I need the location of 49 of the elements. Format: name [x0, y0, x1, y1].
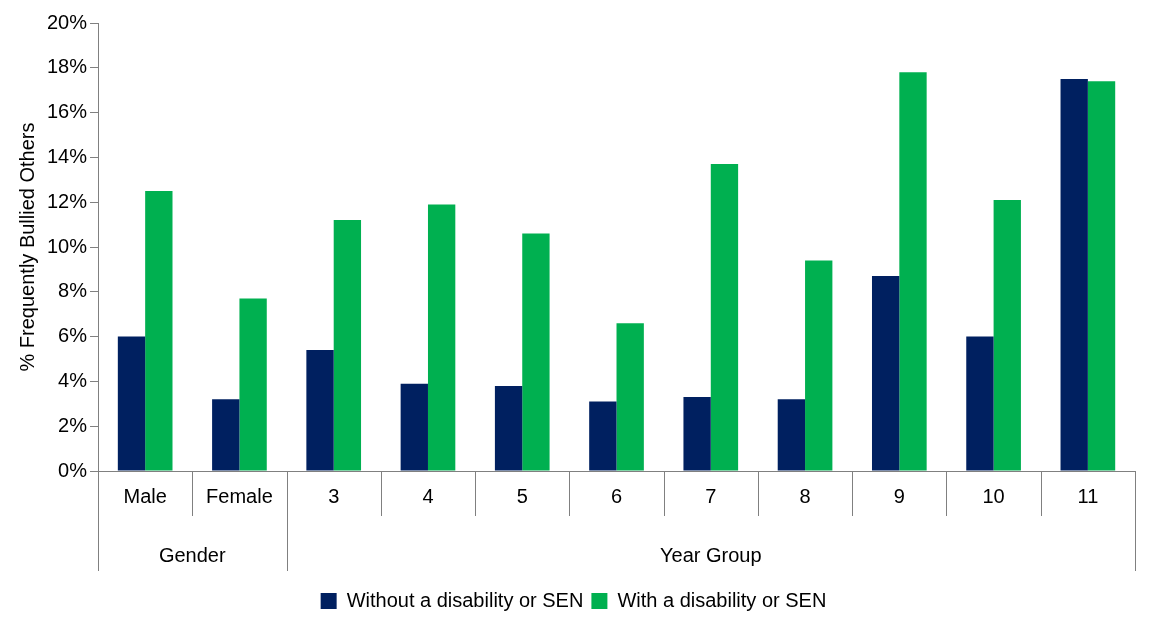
x-tick-label: 6	[610, 484, 623, 507]
bar	[239, 298, 267, 471]
bar	[993, 199, 1021, 471]
bar	[522, 233, 550, 471]
bar	[400, 383, 428, 471]
bar	[117, 336, 146, 471]
x-tick-label: 8	[799, 484, 811, 507]
y-tick-label: 8%	[58, 279, 88, 302]
text: Gender	[158, 543, 226, 566]
x-tick-label: Male	[123, 484, 167, 507]
bar	[683, 397, 711, 471]
y-tick-label: 6%	[58, 324, 88, 347]
bar	[306, 350, 334, 471]
bar	[212, 399, 240, 471]
legend-label: With a disability or SEN	[617, 588, 827, 611]
bar	[333, 220, 362, 471]
x-tick-label: 10	[982, 484, 1005, 507]
bar	[427, 204, 456, 471]
bar	[1060, 79, 1088, 471]
bar	[899, 72, 927, 471]
bar	[494, 385, 523, 471]
x-tick-label: 4	[422, 484, 434, 507]
bar	[777, 399, 806, 471]
y-tick-label: 0%	[58, 458, 88, 481]
y-tick-label: 4%	[58, 368, 88, 391]
x-tick-label: 5	[516, 484, 528, 507]
x-tick-label: 3	[328, 484, 340, 507]
y-tick-label: 10%	[47, 234, 88, 257]
bar	[710, 164, 739, 471]
bar	[589, 401, 617, 471]
y-tick-label: 18%	[47, 55, 88, 78]
bar	[966, 336, 994, 471]
bar	[616, 323, 644, 471]
bar	[1087, 81, 1116, 471]
y-axis-title: % Frequently Bullied Others	[15, 122, 38, 372]
x-tick-label: 9	[893, 484, 905, 507]
y-tick-label: 14%	[47, 144, 88, 167]
bar	[805, 260, 833, 471]
legend-label: Without a disability or SEN	[346, 588, 584, 611]
bar	[871, 276, 900, 471]
x-tick-label: 7	[705, 484, 717, 507]
x-tick-label: 11	[1077, 484, 1099, 507]
y-tick-label: 20%	[47, 10, 88, 33]
y-tick-label: 2%	[58, 413, 88, 436]
y-tick-label: 12%	[47, 189, 88, 212]
bar	[145, 191, 173, 471]
x-tick-label: Female	[206, 484, 273, 507]
y-tick-label: 16%	[47, 100, 88, 123]
text: Year Group	[660, 543, 762, 566]
